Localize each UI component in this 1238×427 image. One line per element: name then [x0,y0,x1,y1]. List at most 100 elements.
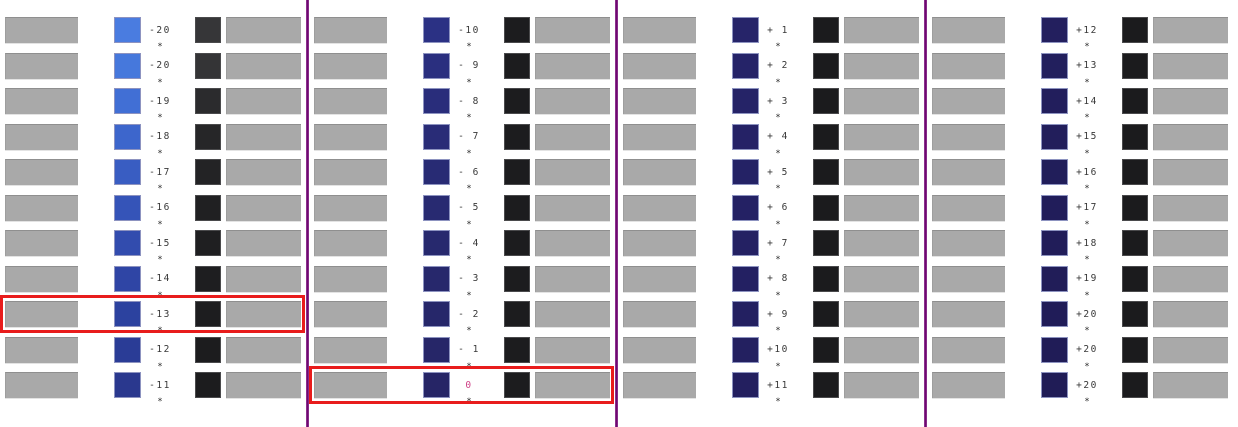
gray-bar-right [844,52,919,79]
row-value-label: -12 [149,344,171,355]
black-patch [1122,265,1148,292]
row-value-label: -14 [149,273,171,284]
gray-bar-right [535,52,610,79]
gray-bar-right [1153,230,1228,256]
blue-patch [732,88,759,114]
gray-bar-right [226,372,301,398]
gray-bar-left [932,88,1005,114]
black-patch [1122,194,1148,221]
row-value-label: -17 [149,166,171,178]
black-patch [504,265,530,292]
gray-bar-left [5,52,78,79]
gray-bar-left [5,265,78,292]
gray-bar-right [226,17,301,43]
asterisk-marker-icon: * [1084,397,1090,407]
black-patch [1122,372,1148,398]
black-patch [195,88,221,114]
calibration-row: +19 * [927,265,1235,301]
asterisk-marker-icon: * [157,361,163,372]
calibration-group: -10 * - 9 * - 8 * - 7 * - 6 * - 5 * - 4 * - 3 * - 2 * - 1 *… [309,17,615,427]
gray-bar-left [314,265,387,292]
gray-bar-left [314,123,387,150]
blue-patch [423,88,450,114]
calibration-row: +16 * [927,159,1235,194]
gray-bar-left [623,230,696,256]
row-value-label: +17 [1076,202,1098,213]
row-value-label: +20 [1076,308,1098,320]
gray-bar-left [623,336,696,363]
gray-bar-right [844,88,919,114]
row-value-label: -20 [149,24,171,36]
asterisk-marker-icon: * [157,290,163,301]
gray-bar-right [844,194,919,221]
calibration-row: + 6 * [618,194,924,230]
black-patch [1122,301,1148,327]
gray-bar-left [932,372,1005,398]
black-patch [504,159,530,185]
row-value-label: +15 [1076,131,1098,142]
black-patch [813,52,839,79]
blue-patch [114,194,141,221]
row-value-label: + 8 [767,273,789,284]
row-value-label: + 6 [767,202,789,213]
row-value-label: -18 [149,131,171,142]
gray-bar-right [535,230,610,256]
black-patch [504,123,530,150]
black-patch [813,88,839,114]
blue-patch [1041,336,1068,363]
asterisk-marker-icon: * [466,219,472,230]
calibration-row: -11 * [0,372,306,407]
blue-patch [423,372,450,398]
gray-bar-left [623,17,696,43]
gray-bar-left [5,230,78,256]
black-patch [195,194,221,221]
row-value-label: - 1 [458,344,480,355]
black-patch [813,301,839,327]
gray-bar-left [314,17,387,43]
gray-bar-right [535,17,610,43]
asterisk-marker-icon: * [466,255,472,265]
asterisk-marker-icon: * [1084,77,1090,88]
gray-bar-left [5,88,78,114]
asterisk-marker-icon: * [1084,184,1090,194]
gray-bar-left [5,194,78,221]
gray-bar-right [535,194,610,221]
calibration-row: -13 * [0,295,306,336]
gray-bar-left [623,159,696,185]
black-patch [1122,52,1148,79]
calibration-row: - 3 * [309,265,615,301]
blue-patch [423,301,450,327]
row-value-label: +10 [767,344,789,355]
calibration-group: -20 * -20 * -19 * -18 * -17 * -16 * -15 * -14 * -13 * -12 *… [0,17,306,427]
asterisk-marker-icon: * [1084,361,1090,372]
gray-bar-right [226,230,301,256]
calibration-row: - 6 * [309,159,615,194]
asterisk-marker-icon: * [1084,290,1090,301]
row-value-label: + 9 [767,308,789,320]
gray-bar-left [932,159,1005,185]
asterisk-marker-icon: * [775,42,781,52]
row-value-label: - 6 [458,166,480,178]
black-patch [195,230,221,256]
row-value-label: -20 [149,60,171,71]
gray-bar-left [5,123,78,150]
blue-patch [732,372,759,398]
asterisk-marker-icon: * [157,42,163,52]
calibration-row: +15 * [927,123,1235,159]
gray-bar-left [932,265,1005,292]
blue-patch [114,52,141,79]
blue-patch [114,301,141,327]
gray-bar-right [1153,336,1228,363]
gray-bar-right [226,52,301,79]
black-patch [195,301,221,327]
purple-divider-rule [615,0,618,427]
row-value-label: +14 [1076,95,1098,107]
black-patch [504,336,530,363]
black-patch [504,88,530,114]
gray-bar-left [932,123,1005,150]
black-patch [195,17,221,43]
black-patch [813,123,839,150]
calibration-row: 0 * [309,366,615,407]
calibration-row: - 7 * [309,123,615,159]
